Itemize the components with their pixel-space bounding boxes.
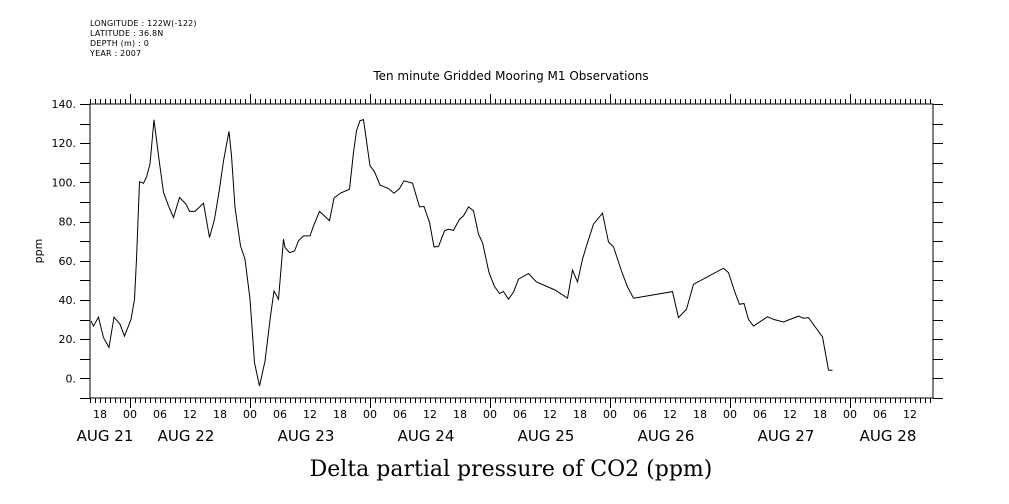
x-tick-label: 00 bbox=[603, 408, 617, 421]
x-tick-label: 18 bbox=[213, 408, 227, 421]
date-label: AUG 21 bbox=[77, 427, 134, 445]
date-label: AUG 23 bbox=[278, 427, 335, 445]
x-tick-label: 18 bbox=[333, 408, 347, 421]
y-tick-label: 60. bbox=[59, 255, 77, 268]
x-tick-label: 00 bbox=[243, 408, 257, 421]
x-tick-label: 06 bbox=[873, 408, 887, 421]
x-tick-label: 06 bbox=[753, 408, 767, 421]
date-label: AUG 24 bbox=[398, 427, 455, 445]
latitude-label: LATITUDE : 36.8N bbox=[90, 29, 164, 38]
x-tick-label: 12 bbox=[783, 408, 797, 421]
x-tick-label: 18 bbox=[453, 408, 467, 421]
date-label: AUG 27 bbox=[758, 427, 815, 445]
x-tick-label: 12 bbox=[903, 408, 917, 421]
x-tick-label: 18 bbox=[573, 408, 587, 421]
y-tick-label: 20. bbox=[59, 333, 77, 346]
series-line-delta-pco2 bbox=[90, 119, 833, 387]
x-tick-label: 06 bbox=[513, 408, 527, 421]
x-tick-label: 12 bbox=[303, 408, 317, 421]
x-tick-label: 00 bbox=[363, 408, 377, 421]
y-tick-label: 80. bbox=[59, 216, 77, 229]
x-axis-title: Delta partial pressure of CO2 (ppm) bbox=[310, 457, 713, 482]
y-tick-label: 100. bbox=[52, 176, 77, 189]
date-label: AUG 22 bbox=[158, 427, 215, 445]
date-label: AUG 28 bbox=[860, 427, 917, 445]
x-tick-label: 00 bbox=[123, 408, 137, 421]
x-tick-label: 12 bbox=[663, 408, 677, 421]
date-label: AUG 26 bbox=[638, 427, 695, 445]
longitude-label: LONGITUDE : 122W(-122) bbox=[90, 19, 197, 28]
x-tick-label: 00 bbox=[483, 408, 497, 421]
y-axis-title: ppm bbox=[32, 239, 45, 264]
plot-frame bbox=[89, 103, 934, 399]
y-tick-label: 140. bbox=[52, 98, 77, 111]
x-tick-label: 00 bbox=[723, 408, 737, 421]
year-label: YEAR : 2007 bbox=[90, 49, 142, 58]
x-tick-label: 12 bbox=[423, 408, 437, 421]
chart-title: Ten minute Gridded Mooring M1 Observatio… bbox=[372, 69, 648, 83]
y-tick-label: 120. bbox=[52, 137, 77, 150]
x-tick-label: 12 bbox=[543, 408, 557, 421]
x-tick-label: 18 bbox=[693, 408, 707, 421]
x-tick-label: 12 bbox=[183, 408, 197, 421]
x-tick-label: 18 bbox=[813, 408, 827, 421]
x-tick-label: 00 bbox=[843, 408, 857, 421]
x-tick-label: 18 bbox=[93, 408, 107, 421]
x-tick-label: 06 bbox=[393, 408, 407, 421]
x-tick-label: 06 bbox=[153, 408, 167, 421]
y-tick-label: 0. bbox=[66, 372, 77, 385]
depth-label: DEPTH (m) : 0 bbox=[90, 39, 149, 48]
x-tick-label: 06 bbox=[633, 408, 647, 421]
y-tick-label: 40. bbox=[59, 294, 77, 307]
date-label: AUG 25 bbox=[518, 427, 575, 445]
x-tick-label: 06 bbox=[273, 408, 287, 421]
